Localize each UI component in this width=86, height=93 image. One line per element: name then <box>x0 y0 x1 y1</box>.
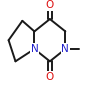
Text: N: N <box>31 44 38 54</box>
Text: O: O <box>46 0 54 10</box>
Text: N: N <box>61 44 69 54</box>
Text: O: O <box>46 72 54 82</box>
